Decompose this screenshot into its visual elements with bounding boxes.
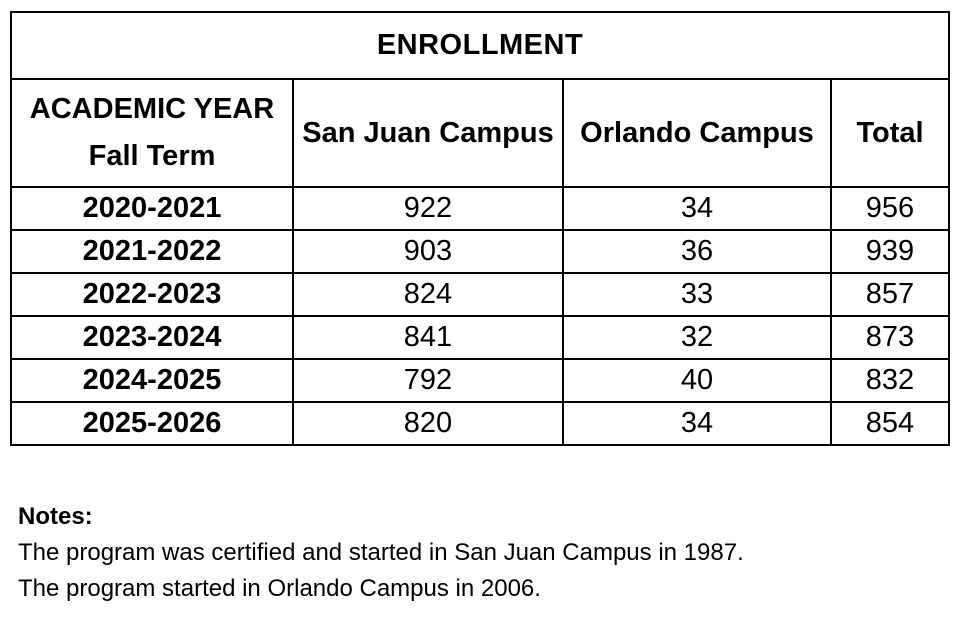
fall-term-label: Fall Term	[88, 140, 216, 172]
table-row: 2024-2025 792 40 832	[10, 358, 950, 403]
year-cell: 2020-2021	[10, 186, 294, 231]
table-row: 2023-2024 841 32 873	[10, 315, 950, 360]
year-cell: 2022-2023	[10, 272, 294, 317]
orlando-cell: 40	[562, 358, 832, 403]
year-cell: 2021-2022	[10, 229, 294, 274]
table-row: 2021-2022 903 36 939	[10, 229, 950, 274]
enrollment-table: ENROLLMENT ACADEMIC YEAR Fall Term San J…	[10, 11, 950, 446]
table-row: 2020-2021 922 34 956	[10, 186, 950, 231]
orlando-cell: 34	[562, 401, 832, 446]
table-row: 2025-2026 820 34 854	[10, 401, 950, 446]
table-body: 2020-2021 922 34 956 2021-2022 903 36 93…	[10, 186, 950, 446]
table-row: 2022-2023 824 33 857	[10, 272, 950, 317]
orlando-cell: 36	[562, 229, 832, 274]
total-cell: 873	[830, 315, 950, 360]
year-cell: 2025-2026	[10, 401, 294, 446]
table-title: ENROLLMENT	[10, 11, 950, 80]
orlando-cell: 34	[562, 186, 832, 231]
total-cell: 939	[830, 229, 950, 274]
column-header-academic-year: ACADEMIC YEAR Fall Term	[10, 78, 294, 188]
san-juan-cell: 922	[292, 186, 564, 231]
orlando-cell: 33	[562, 272, 832, 317]
san-juan-cell: 841	[292, 315, 564, 360]
total-cell: 854	[830, 401, 950, 446]
orlando-cell: 32	[562, 315, 832, 360]
year-cell: 2024-2025	[10, 358, 294, 403]
academic-year-label: ACADEMIC YEAR	[29, 93, 275, 125]
year-cell: 2023-2024	[10, 315, 294, 360]
total-cell: 857	[830, 272, 950, 317]
table-title-row: ENROLLMENT	[10, 11, 950, 80]
notes-section: Notes: The program was certified and sta…	[18, 499, 744, 607]
table-header-row: ACADEMIC YEAR Fall Term San Juan Campus …	[10, 78, 950, 188]
san-juan-cell: 824	[292, 272, 564, 317]
san-juan-cell: 903	[292, 229, 564, 274]
column-header-orlando: Orlando Campus	[562, 78, 832, 188]
note-line-orlando: The program started in Orlando Campus in…	[18, 575, 541, 602]
san-juan-cell: 820	[292, 401, 564, 446]
notes-heading: Notes:	[18, 503, 93, 530]
note-line-san-juan: The program was certified and started in…	[18, 539, 744, 566]
san-juan-cell: 792	[292, 358, 564, 403]
total-cell: 832	[830, 358, 950, 403]
column-header-total: Total	[830, 78, 950, 188]
total-cell: 956	[830, 186, 950, 231]
column-header-san-juan: San Juan Campus	[292, 78, 564, 188]
